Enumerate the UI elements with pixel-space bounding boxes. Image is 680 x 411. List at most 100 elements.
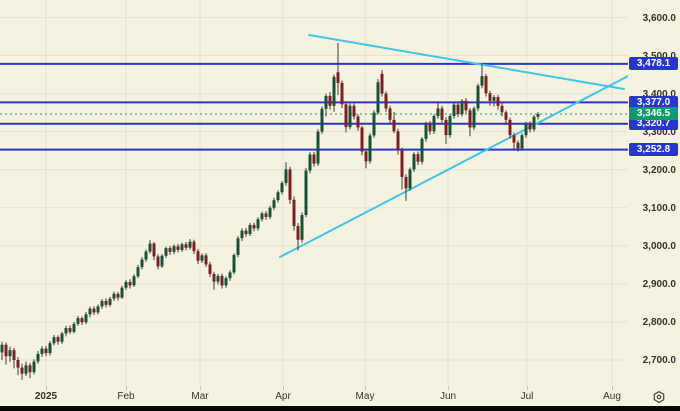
candle-up xyxy=(348,105,352,128)
candle-up xyxy=(240,230,244,239)
candle-up xyxy=(228,272,232,279)
candle-up xyxy=(260,213,264,220)
x-tick-mark xyxy=(365,386,366,390)
y-tick-label: 2,900.0 xyxy=(642,278,676,290)
candle-up xyxy=(148,243,152,252)
candle-up xyxy=(24,365,28,374)
candle-down xyxy=(212,273,216,282)
trendlines[interactable] xyxy=(279,34,628,258)
candle-down xyxy=(312,154,316,164)
candle-up xyxy=(120,287,124,298)
candle-down xyxy=(68,328,72,332)
candle-up xyxy=(136,267,140,277)
candle-up xyxy=(48,343,52,354)
candle-up xyxy=(112,293,116,299)
candle-up xyxy=(424,123,428,139)
candle-down xyxy=(388,108,392,120)
candle-down xyxy=(184,244,188,248)
candle-up xyxy=(300,215,304,240)
candle-down xyxy=(288,169,292,200)
candle-up xyxy=(408,169,412,189)
candle-down xyxy=(400,150,404,177)
candle-down xyxy=(456,104,460,115)
candle-up xyxy=(284,169,288,184)
candle-up xyxy=(232,254,236,273)
candle-up xyxy=(532,116,536,130)
y-tick-label: 3,100.0 xyxy=(642,202,676,214)
candle-down xyxy=(264,213,268,217)
gear-icon[interactable] xyxy=(652,390,666,404)
candle-down xyxy=(116,293,120,298)
candle-down xyxy=(196,251,200,261)
x-tick-mark xyxy=(126,386,127,390)
candle-up xyxy=(368,135,372,162)
candle-down xyxy=(168,248,172,252)
candle-up xyxy=(256,219,260,229)
candle-up xyxy=(376,82,380,113)
candle-up xyxy=(420,138,424,162)
candle-up xyxy=(0,344,4,353)
time-axis[interactable]: 2025 Feb Mar Apr May Jun Jul Aug xyxy=(0,386,680,406)
price-level-tag[interactable]: 3,252.8 xyxy=(629,143,678,157)
x-tick-mark xyxy=(46,386,47,390)
x-tick-label: Apr xyxy=(275,391,291,402)
candle-up xyxy=(164,248,168,256)
candle-down xyxy=(12,350,16,361)
candles-layer xyxy=(0,43,540,380)
candle-up xyxy=(524,123,528,136)
candle-up xyxy=(476,85,480,109)
candle-down xyxy=(440,108,444,120)
trendline-ascending-support[interactable] xyxy=(279,74,628,258)
x-tick-label: Feb xyxy=(117,391,135,402)
candle-up xyxy=(124,281,128,288)
x-tick-mark xyxy=(612,386,613,390)
current-price-tag[interactable]: 3,346.5 xyxy=(629,107,678,121)
candle-down xyxy=(252,224,256,229)
candle-down xyxy=(380,73,384,94)
candle-down xyxy=(204,255,208,265)
candle-up xyxy=(172,246,176,252)
x-tick-label: Aug xyxy=(603,391,621,402)
price-level-tag[interactable]: 3,377.0 xyxy=(629,95,678,109)
candle-up xyxy=(200,255,204,261)
candle-up xyxy=(216,275,220,282)
y-tick-label: 3,300.0 xyxy=(642,126,676,138)
x-tick-mark xyxy=(448,386,449,390)
candle-down xyxy=(4,344,8,357)
candle-down xyxy=(516,142,520,149)
candle-down xyxy=(56,337,60,342)
y-tick-label: 2,700.0 xyxy=(642,355,676,366)
candle-down xyxy=(352,105,356,117)
candle-down xyxy=(128,281,132,286)
horizontal-price-lines[interactable] xyxy=(0,62,628,151)
candle-up xyxy=(52,337,56,344)
candle-down xyxy=(504,112,508,120)
bottom-black-bar xyxy=(0,406,680,411)
candle-down xyxy=(488,93,492,101)
x-tick-label: Jul xyxy=(520,391,534,402)
candle-down xyxy=(336,72,340,83)
candle-down xyxy=(384,93,388,109)
candle-down xyxy=(328,95,332,106)
candle-down xyxy=(484,76,488,94)
candle-up xyxy=(180,244,184,251)
price-axis[interactable]: 3,600.0 3,500.0 3,400.0 3,300.0 3,200.0 3,100… xyxy=(628,0,680,386)
x-tick-mark xyxy=(200,386,201,390)
trendline-descending-resistance[interactable] xyxy=(308,34,625,90)
candlestick-chart[interactable] xyxy=(0,0,628,386)
x-tick-mark xyxy=(527,386,528,390)
candle-down xyxy=(104,301,108,305)
candle-up xyxy=(536,113,540,117)
price-level-tag[interactable]: 3,478.1 xyxy=(629,57,678,71)
candle-down xyxy=(176,246,180,251)
candle-up xyxy=(108,298,112,305)
candle-up xyxy=(236,238,240,255)
candle-up xyxy=(412,154,416,170)
candle-up xyxy=(276,192,280,201)
candle-down xyxy=(220,275,224,286)
price-level-tag[interactable]: 3,320.7 xyxy=(629,117,678,131)
candle-up xyxy=(520,135,524,149)
candle-down xyxy=(360,127,364,152)
candle-up xyxy=(88,308,92,315)
y-tick-label: 3,500.0 xyxy=(642,50,676,62)
